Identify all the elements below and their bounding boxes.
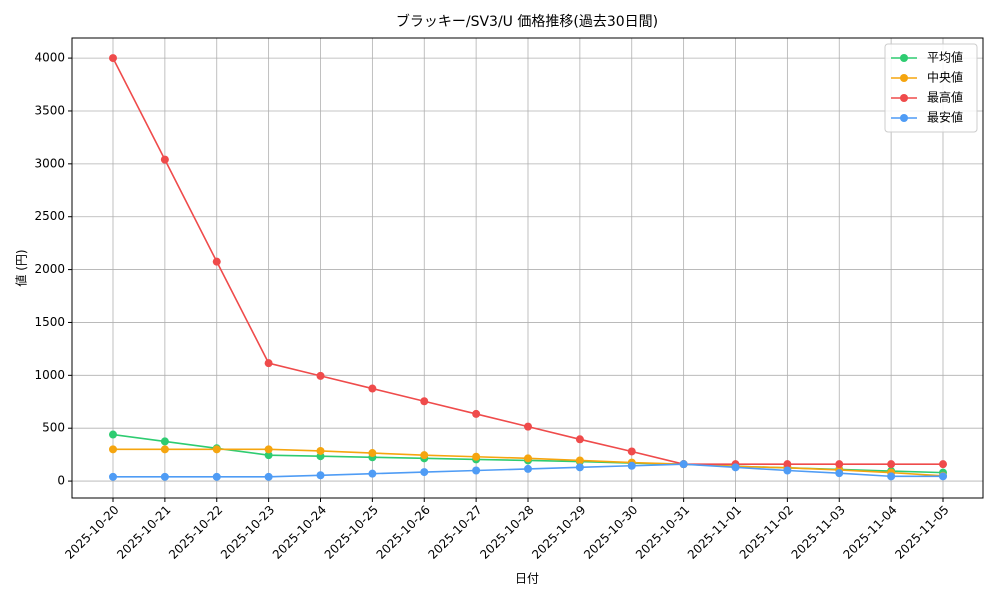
y-tick-label: 4000 [34, 51, 65, 65]
data-point [835, 469, 844, 478]
y-tick-label: 2000 [34, 262, 65, 276]
data-point [939, 460, 947, 469]
data-point [109, 430, 117, 439]
data-point [472, 409, 481, 418]
data-point [420, 397, 429, 406]
data-point [679, 460, 688, 469]
x-axis-label: 日付 [515, 572, 539, 586]
y-tick-label: 3500 [34, 103, 65, 117]
legend-label: 最高値 [927, 90, 963, 105]
data-point [887, 460, 896, 469]
y-tick-label: 3000 [34, 156, 65, 170]
data-point [316, 446, 325, 455]
data-point [212, 257, 221, 266]
y-tick-label: 2500 [34, 209, 65, 223]
data-point [627, 447, 636, 456]
data-point [316, 371, 325, 380]
data-point [524, 454, 532, 463]
data-point [575, 456, 584, 465]
legend-label: 最安値 [927, 110, 963, 125]
data-point [160, 472, 169, 481]
data-point [420, 451, 429, 460]
data-point [783, 466, 792, 475]
data-point [264, 451, 273, 460]
legend-marker [900, 114, 908, 122]
data-point [212, 445, 221, 454]
y-tick-label: 0 [57, 474, 65, 488]
data-point [731, 463, 740, 472]
data-point [212, 472, 221, 481]
data-point [368, 449, 377, 458]
data-point [783, 460, 792, 469]
data-point [160, 445, 169, 454]
y-tick-label: 500 [42, 421, 65, 435]
data-point [264, 472, 273, 481]
data-point [627, 461, 636, 470]
data-point [160, 437, 169, 446]
plot-frame [71, 37, 984, 499]
data-point [160, 155, 169, 164]
data-point [524, 422, 532, 431]
data-point [472, 466, 481, 475]
data-point [109, 472, 117, 481]
legend-label: 中央値 [927, 70, 963, 85]
y-tick-label: 1500 [34, 315, 65, 329]
data-point [524, 464, 532, 473]
y-tick-label: 1000 [34, 368, 65, 382]
legend-marker [900, 54, 908, 62]
legend-label: 平均値 [927, 50, 963, 65]
legend-box [884, 43, 978, 133]
data-point [835, 460, 844, 469]
data-point [316, 471, 325, 480]
data-point [420, 468, 429, 477]
data-point [109, 445, 117, 454]
data-point [264, 445, 273, 454]
data-point [887, 472, 896, 481]
legend-marker [900, 74, 908, 82]
data-point [368, 384, 377, 393]
data-point [939, 472, 947, 481]
legend-marker [900, 94, 908, 102]
data-point [109, 54, 117, 63]
data-point [368, 469, 377, 478]
data-point [575, 435, 584, 444]
y-axis-label: 値 (円) [14, 249, 29, 286]
data-point [575, 463, 584, 472]
data-point [472, 452, 481, 461]
chart-title: ブラッキー/SV3/U 価格推移(過去30日間) [396, 13, 658, 30]
data-point [264, 359, 273, 368]
